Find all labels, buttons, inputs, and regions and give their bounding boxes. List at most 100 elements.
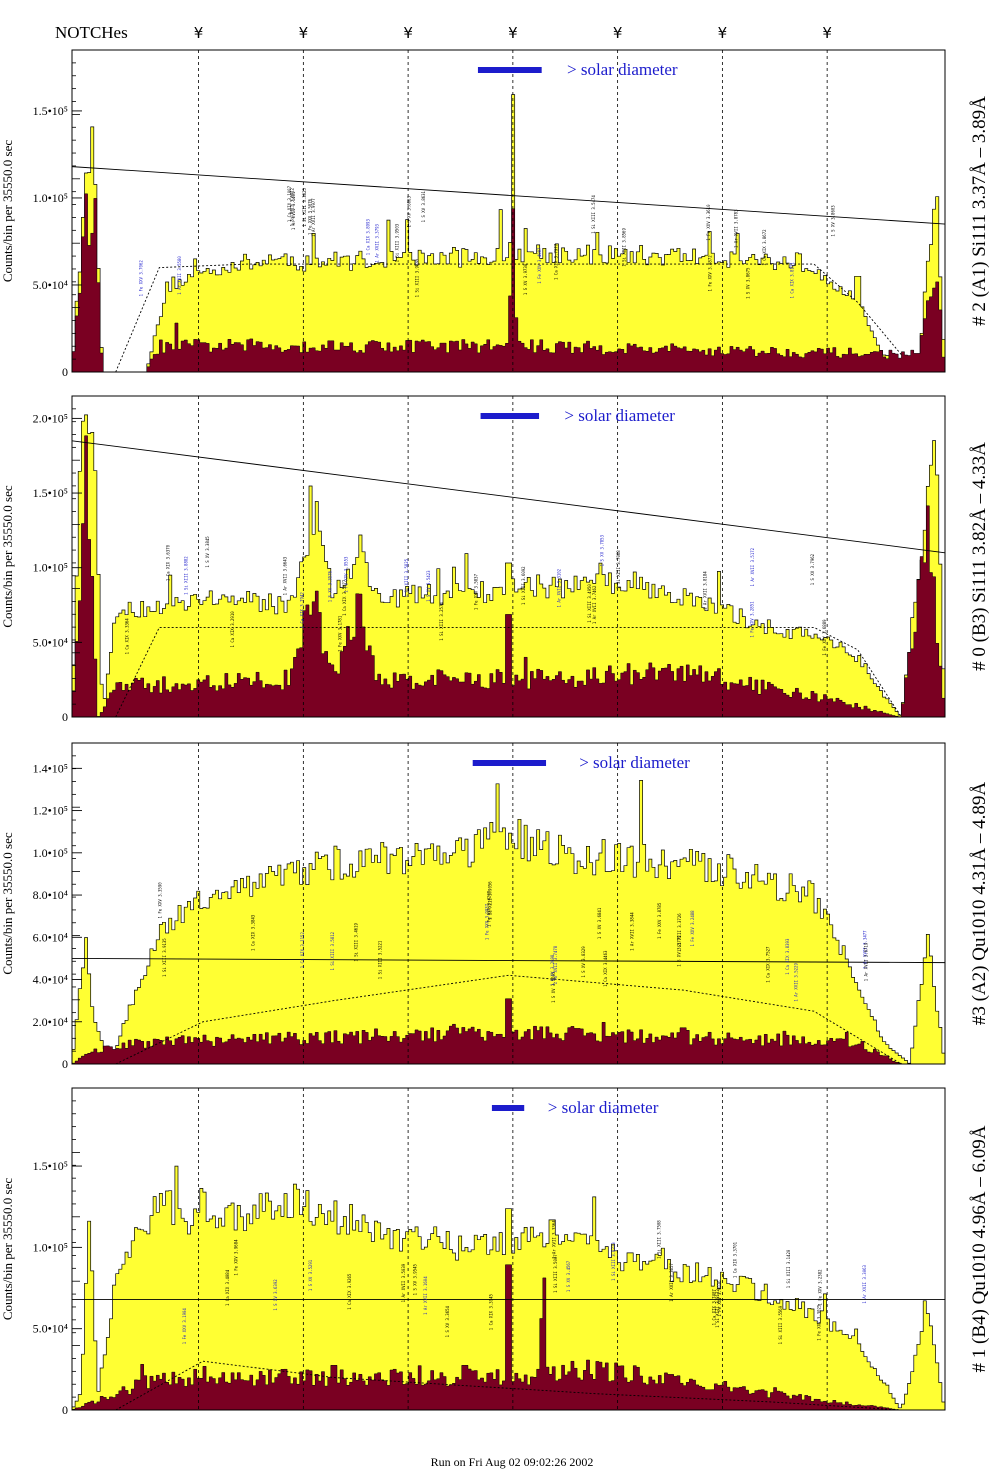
line-id-label: 1 Fe XXV 3.8872 <box>707 255 712 292</box>
line-id-label: 1 Fe XXV 3.4087 <box>537 247 542 284</box>
solar-diameter-label: > solar diameter <box>564 406 675 425</box>
line-id-label: 1 Ca XIX 3.5377 <box>342 579 347 616</box>
line-id-label: 1 Ca XIX 3.1007 <box>287 185 292 222</box>
y-tick-label: 0 <box>62 710 68 724</box>
y-tick-label: 1.0•10⁵ <box>33 1240 68 1254</box>
line-id-label: 1 Fe XXV 3.3025 <box>816 1304 821 1341</box>
line-id-label: 1 S XV 3.7853 <box>599 534 604 566</box>
line-id-label: 1 Si XIII 3.6092 <box>521 566 526 605</box>
solar-diameter-label: > solar diameter <box>579 753 690 772</box>
line-id-label: 1 Ca XIX 3.8672 <box>762 229 767 266</box>
panel-4: 1 Si XIII 3.5007 1 S XV 3.5291 1 Ar XVII 3… <box>0 1087 990 1417</box>
line-id-label: 1 Fe XXV 3.3610 <box>706 204 711 241</box>
line-id-label: 1 S XV 3.7962 <box>810 553 815 585</box>
line-id-label: 1 Ar XVII 3.1401 <box>291 191 296 230</box>
y-tick-label: 2.0•10⁵ <box>33 411 68 425</box>
notch-marker: ¥ <box>718 24 728 42</box>
line-id-label: 1 Ar XVII 3.6643 <box>283 556 288 595</box>
line-id-label: 1 Si XIII 3.8569 <box>621 228 626 267</box>
line-id-label: 1 S XV 3.6392 <box>273 1279 278 1311</box>
line-id-label: 1 S XV 3.5695 <box>551 971 556 1003</box>
line-id-label: 1 Ar XVII 3.3477 <box>863 930 868 969</box>
line-id-label: 1 S XV 3.8631 <box>421 190 426 222</box>
line-id-label: 1 Ca XIX 3.7407 <box>711 1289 716 1326</box>
solar-diameter-label: > solar diameter <box>548 1098 659 1117</box>
line-id-label: 1 Si XIII 3.5569 <box>778 1305 783 1344</box>
line-id-label: 1 Si XIII 3.6912 <box>289 187 294 226</box>
line-id-label: 1 Ca XIX 3.1152 <box>300 932 305 969</box>
absorbed-counts-area <box>71 998 945 1065</box>
line-id-label: 1 Fe XXV 3.4208 <box>486 890 491 927</box>
line-id-label: 1 Si XIII 3.5825 <box>404 558 409 597</box>
continuum-line <box>71 440 946 554</box>
line-id-label: 1 Si XIII 3.9835 <box>414 258 419 297</box>
line-id-label: 1 Si XIII 3.4619 <box>353 922 358 961</box>
line-id-label: 1 Si XIII 3.2574 <box>439 602 444 641</box>
absorbed-counts-area <box>71 435 946 718</box>
plot-frame <box>71 742 946 1065</box>
line-id-label: 1 Ar XVII 3.3063 <box>862 1264 867 1303</box>
panels: 1 Si XIII 3.6912 1 S XV 3.9730 1 Ar XVII 3… <box>0 49 990 1417</box>
line-id-label: 1 S XV 3.5291 <box>308 1259 313 1291</box>
line-id-label: 1 Ar XVII 3.3844 <box>629 912 634 951</box>
y-tick-label: 1.5•10⁵ <box>33 486 68 500</box>
line-id-label: 1 Fe XXV 3.1781 <box>338 615 343 652</box>
line-id-label: 1 Fe XXV 3.3590 <box>158 882 163 919</box>
plot-frame <box>71 49 946 373</box>
line-id-label: 1 Fe XXV 3.9036 <box>717 1280 722 1317</box>
line-id-label: 1 S XV 3.5423 <box>426 570 431 602</box>
line-id-label: 1 Ca XIX 3.2910 <box>230 611 235 648</box>
line-id-label: 1 Si XIII 3.8882 <box>184 556 189 595</box>
line-id-label: 1 Fe XXV 3.2851 <box>750 601 755 638</box>
line-id-label: 1 Si XIII 3.7508 <box>656 1220 661 1259</box>
line-id-label: 1 Ca XIX 3.4463 <box>603 950 608 987</box>
line-id-label: 1 Ca XIX 3.7977 <box>553 243 558 280</box>
line-id-label: 1 Si XIII 3.5007 <box>553 1254 558 1293</box>
line-id-label: 1 Ar XVII 3.3793 <box>375 223 380 262</box>
line-id-label: 1 S XV 3.8675 <box>745 267 750 299</box>
reference-curve <box>115 263 902 373</box>
line-id-label: 1 Ar XVII 3.9977 <box>311 198 316 237</box>
y-tick-label: 1.2•10⁵ <box>33 804 68 818</box>
absorbed-counts-area <box>71 193 946 373</box>
continuum-line <box>71 166 946 225</box>
line-id-label: 1 Si XIII 3.3825 <box>302 188 307 227</box>
notch-marker: ¥ <box>299 24 309 42</box>
line-id-label: 1 Ca XIX 3.3945 <box>488 1293 493 1330</box>
y-tick-label: 1.5•10⁵ <box>33 1159 68 1173</box>
y-tick-label: 2.0•10⁴ <box>33 1015 68 1029</box>
line-id-label: 1 Ca XIX 3.7942 <box>300 592 305 629</box>
y-tick-label: 0 <box>62 1403 68 1417</box>
total-counts-area <box>71 780 946 1065</box>
line-id-label: 1 S XV 3.2698 <box>550 954 555 986</box>
notch-marker: ¥ <box>508 24 518 42</box>
line-id-label: 1 Fe XXV 3.2382 <box>818 1269 823 1306</box>
line-id-label: 1 Ca XIX 3.6370 <box>166 544 171 581</box>
line-id-label: 1 Ca XIX 3.4084 <box>225 1269 230 1306</box>
line-id-label: 1 Ca XIX 3.3843 <box>251 914 256 951</box>
line-id-label: 1 Fe XXV 3.2488 <box>690 910 695 947</box>
line-id-label: 1 Si XIII 3.5221 <box>377 940 382 979</box>
notch-marker: ¥ <box>403 24 413 42</box>
plot-frame <box>71 395 946 718</box>
plot-frame <box>71 1087 946 1411</box>
total-counts-area <box>71 94 946 373</box>
line-id-label: 1 Fe XXV 3.1904 <box>182 1308 187 1345</box>
line-id-label: 1 Fe XXV 3.9553 <box>344 556 349 593</box>
y-tick-label: 6.0•10⁴ <box>33 930 68 944</box>
line-id-label: 1 Si XIII 3.9056 <box>488 881 493 920</box>
line-id-label: 1 Fe XXV 3.9684 <box>234 1239 239 1276</box>
line-id-label: 1 S XV 3.3654 <box>445 1305 450 1337</box>
line-id-label: 1 Ca XIX 3.8393 <box>785 938 790 975</box>
y-tick-label: 5.0•10⁴ <box>33 1322 68 1336</box>
line-id-label: 1 Si XIII 3.8132 <box>715 1289 720 1328</box>
line-id-label: 1 Si XIII 3.1420 <box>786 1249 791 1288</box>
line-id-label: 1 Ar XVII 3.1604 <box>423 1276 428 1315</box>
line-id-label: 1 Ar XVII 3.3102 <box>557 568 562 607</box>
y-tick-label: 1.0•10⁵ <box>33 561 68 575</box>
line-id-label: 1 Si XIII 3.9135 <box>162 938 167 977</box>
notch-marker: ¥ <box>822 24 832 42</box>
y-tick-label: 5.0•10⁴ <box>33 278 68 292</box>
